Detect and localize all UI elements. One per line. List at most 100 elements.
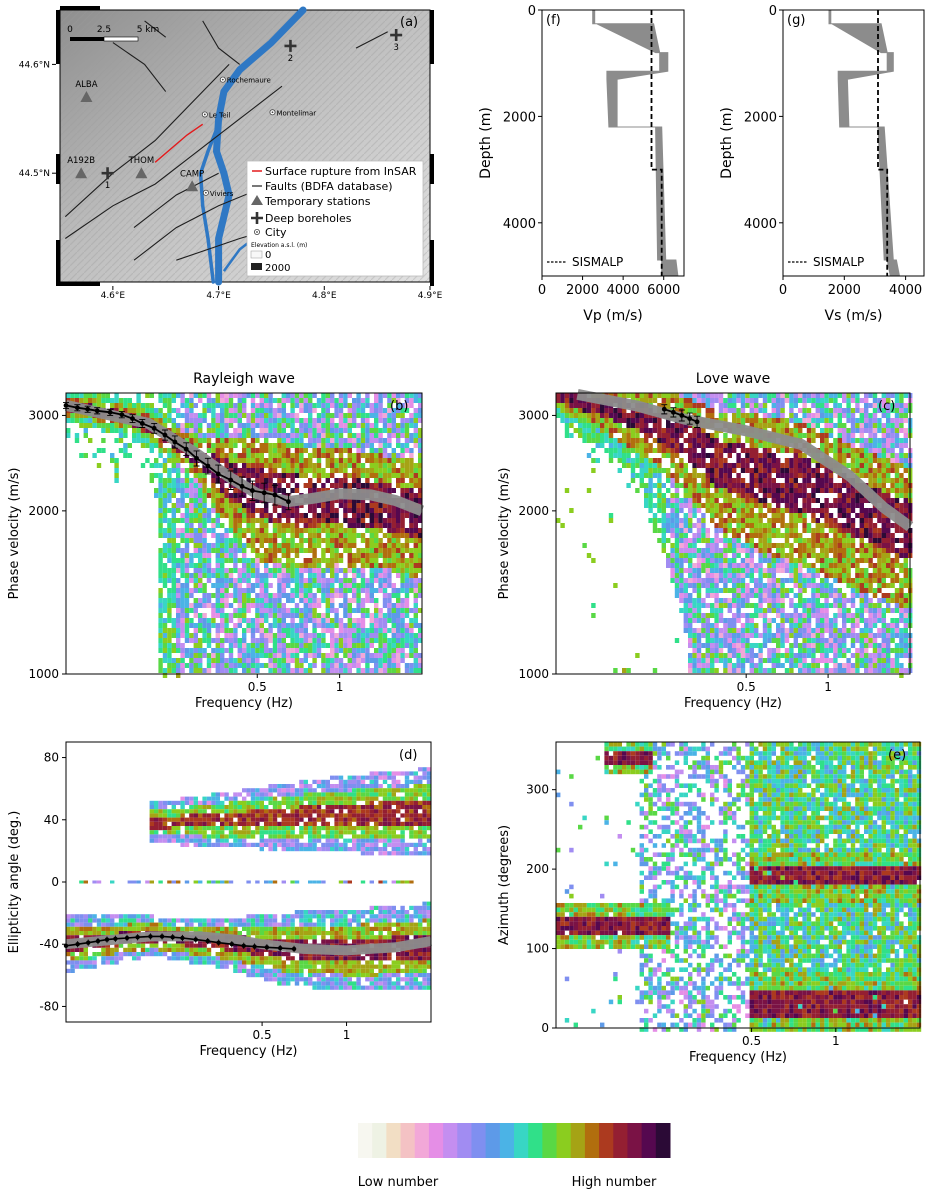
density-cell <box>674 563 680 568</box>
density-cell <box>705 603 710 608</box>
density-cell <box>771 653 776 658</box>
density-cell <box>798 463 803 468</box>
density-cell <box>277 598 282 603</box>
density-cell <box>220 458 225 463</box>
density-cell <box>198 438 203 443</box>
density-cell <box>321 528 326 533</box>
density-cell <box>740 403 746 408</box>
density-cell <box>771 393 776 398</box>
density-cell <box>176 488 181 493</box>
density-cell <box>745 438 750 443</box>
density-cell <box>294 553 300 558</box>
density-cell <box>356 573 361 578</box>
density-cell <box>158 483 163 488</box>
density-cell <box>325 663 330 668</box>
density-cell <box>723 443 728 448</box>
density-cell <box>272 553 278 558</box>
density-cell <box>356 633 361 638</box>
density-cell <box>316 568 322 573</box>
density-cell <box>167 418 172 423</box>
density-cell <box>325 628 330 633</box>
density-cell <box>723 663 728 668</box>
density-cell <box>308 478 313 483</box>
density-cell <box>789 563 794 568</box>
density-cell <box>679 398 684 403</box>
density-cell <box>696 578 702 583</box>
density-cell <box>732 438 737 443</box>
density-cell <box>360 603 366 608</box>
density-cell <box>776 653 781 658</box>
density-cell <box>767 393 772 398</box>
density-cell <box>237 593 242 598</box>
density-cell <box>189 488 194 493</box>
density-cell <box>369 443 374 448</box>
density-cell <box>674 433 680 438</box>
density-cell <box>272 413 278 418</box>
density-cell <box>413 618 418 623</box>
density-cell <box>338 603 344 608</box>
density-cell <box>714 468 719 473</box>
density-cell <box>316 468 322 473</box>
density-cell <box>176 598 181 603</box>
density-cell <box>286 528 291 533</box>
density-cell <box>400 658 405 663</box>
density-cell <box>696 483 702 488</box>
density-cell <box>396 453 401 458</box>
density-cell <box>220 573 225 578</box>
density-cell <box>162 643 168 648</box>
density-cell <box>674 483 680 488</box>
density-cell <box>418 408 423 413</box>
station-triangle-icon <box>75 167 88 179</box>
density-cell <box>176 628 181 633</box>
density-cell <box>114 403 119 408</box>
density-cell <box>718 638 724 643</box>
density-cell <box>237 403 242 408</box>
density-cell <box>396 573 401 578</box>
density-cell <box>220 578 225 583</box>
density-cell <box>312 553 317 558</box>
density-cell <box>696 393 702 398</box>
density-cell <box>767 448 772 453</box>
density-cell <box>696 568 702 573</box>
density-cell <box>123 453 128 458</box>
density-cell <box>215 503 220 508</box>
density-cell <box>233 613 238 618</box>
river-rhone <box>213 6 307 286</box>
density-cell <box>409 468 414 473</box>
density-cell <box>334 498 339 503</box>
density-cell <box>683 588 688 593</box>
density-cell <box>299 528 304 533</box>
density-cell <box>250 598 256 603</box>
density-cell <box>378 443 383 448</box>
density-cell <box>674 638 680 643</box>
density-cell <box>789 433 794 438</box>
density-cell <box>211 503 216 508</box>
density-cell <box>158 598 163 603</box>
density-cell <box>754 408 759 413</box>
density-cell <box>608 513 614 518</box>
density-cell <box>670 398 675 403</box>
density-cell <box>701 558 706 563</box>
density-cell <box>569 423 574 428</box>
density-cell <box>374 598 379 603</box>
y-tick-label: 4000 <box>503 217 536 232</box>
density-cell <box>776 548 781 553</box>
density-cell <box>369 513 374 518</box>
density-cell <box>745 403 750 408</box>
density-cell <box>776 598 781 603</box>
density-cell <box>692 523 697 528</box>
density-cell <box>184 433 190 438</box>
density-cell <box>294 638 300 643</box>
density-cell <box>727 538 732 543</box>
density-cell <box>679 423 684 428</box>
density-cell <box>158 518 163 523</box>
density-cell <box>396 603 401 608</box>
density-cell <box>237 393 242 398</box>
density-cell <box>281 638 286 643</box>
density-cell <box>696 548 702 553</box>
density-cell <box>360 408 366 413</box>
density-cell <box>696 603 702 608</box>
density-cell <box>202 588 207 593</box>
density-cell <box>740 568 746 573</box>
density-cell <box>661 518 666 523</box>
